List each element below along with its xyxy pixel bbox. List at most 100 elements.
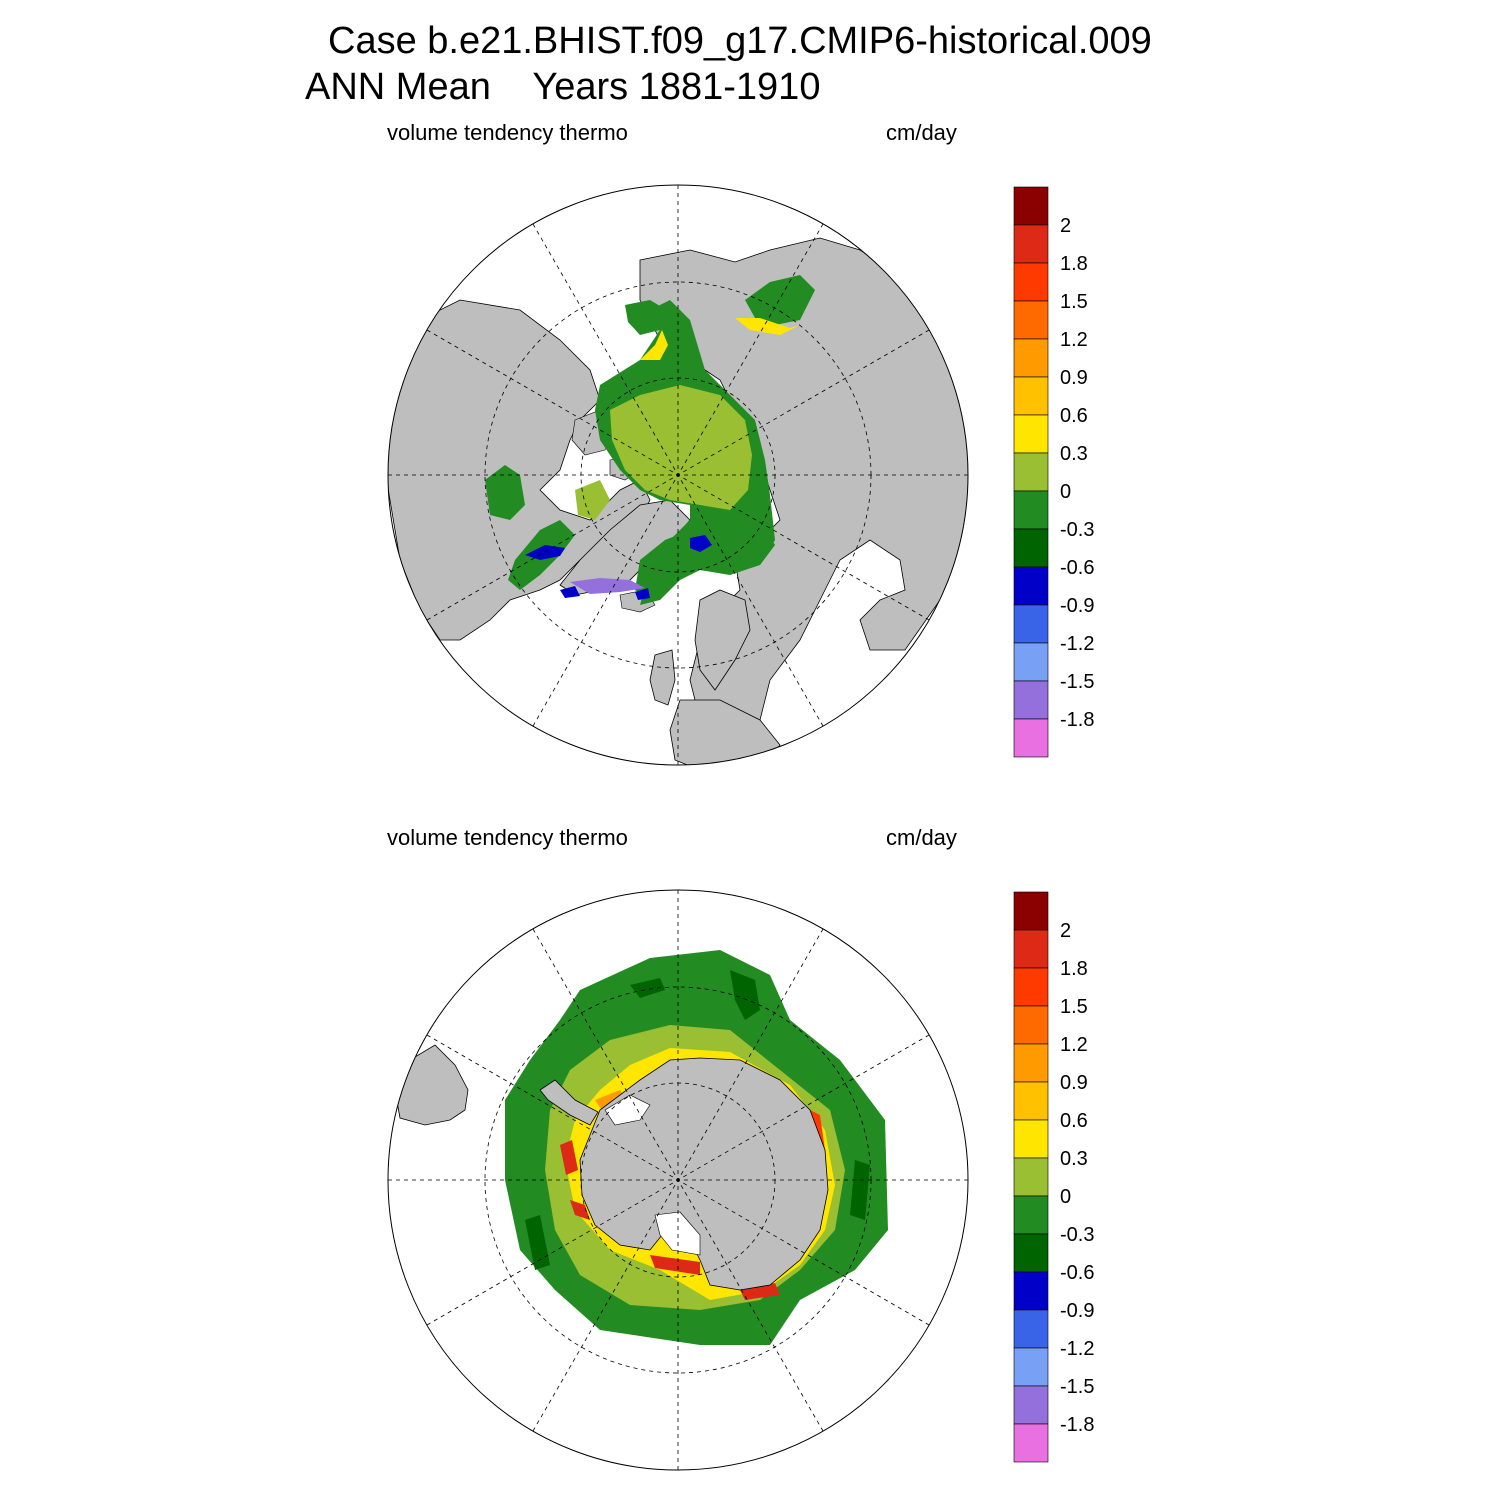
colorbar-top-tick-label: -1.2 <box>1060 633 1094 655</box>
colorbar-bottom-tick-label: -1.5 <box>1060 1376 1094 1398</box>
antarctic-ice-shelf-ross <box>654 1211 701 1256</box>
antarctic-ice-dark-patch-4 <box>850 1160 870 1220</box>
antarctic-ice-positive-wilkes <box>740 1283 780 1300</box>
colorbar-top-swatch <box>1013 376 1049 416</box>
antarctic-map <box>387 889 969 1471</box>
colorbar-bottom-swatch <box>1013 1043 1049 1083</box>
colorbar-bottom-tick-label: 0.3 <box>1060 1148 1088 1170</box>
colorbar-bottom-tick-label: -0.3 <box>1060 1224 1094 1246</box>
colorbar-bottom: 2 1.8 1.5 1.2 0.9 0.6 0.3 0 -0.3 -0.6 -0.9 -1.2 -1.5… <box>1013 891 1094 1463</box>
panel2-variable-label: volume tendency thermo <box>387 825 628 850</box>
colorbar-top-swatch <box>1013 414 1049 454</box>
colorbar-top-tick-label: 0 <box>1060 481 1071 503</box>
arctic-ice-barents <box>730 520 775 565</box>
antarctic-ice-dark-patch-3 <box>525 1215 550 1270</box>
antarctic-ice-positive-bellingshausen <box>560 1140 590 1220</box>
colorbar-top-swatch <box>1013 300 1049 340</box>
colorbar-bottom-tick-label: -1.2 <box>1060 1338 1094 1360</box>
colorbar-bottom-tick-label: 0.6 <box>1060 1110 1088 1132</box>
colorbar-top-tick-label: -0.3 <box>1060 519 1094 541</box>
arctic-land-europe <box>669 699 781 765</box>
antarctic-ice-dark-patch-2 <box>630 978 665 998</box>
colorbar-bottom-tick-label: 2 <box>1060 920 1071 942</box>
arctic-ice-bering <box>625 300 670 335</box>
colorbar-top-swatch <box>1013 338 1049 378</box>
colorbar-top: 2 1.8 1.5 1.2 0.9 0.6 0.3 0 -0.3 -0.6 -0.9 -1.2 -1.5… <box>1013 186 1094 758</box>
arctic-ice-svalbard-negative <box>690 535 712 552</box>
colorbar-bottom-swatch <box>1013 1119 1049 1159</box>
colorbar-top-swatch <box>1013 452 1049 492</box>
panel2-units-label: cm/day <box>886 825 957 850</box>
colorbar-top-swatch <box>1013 224 1049 264</box>
colorbar-bottom-swatch <box>1013 1005 1049 1045</box>
colorbar-bottom-swatch <box>1013 929 1049 969</box>
colorbar-top-tick-label: 0.6 <box>1060 405 1088 427</box>
arctic-ice-baffin-light <box>575 480 610 520</box>
colorbar-bottom-tick-label: -0.6 <box>1060 1262 1094 1284</box>
colorbar-bottom-swatch <box>1013 1347 1049 1387</box>
colorbar-top-tick-label: -1.8 <box>1060 709 1094 731</box>
colorbar-bottom-tick-label: 0.9 <box>1060 1072 1088 1094</box>
arctic-map <box>387 184 969 766</box>
panel1-units-label: cm/day <box>886 120 957 145</box>
colorbar-top-tick-label: 2 <box>1060 215 1071 237</box>
colorbar-top-tick-label: 0.3 <box>1060 443 1088 465</box>
arctic-land-north-america <box>388 299 651 641</box>
antarctic-land-south-america <box>394 1044 469 1126</box>
colorbar-bottom-swatch <box>1013 1233 1049 1273</box>
colorbar-top-tick-label: -1.5 <box>1060 671 1094 693</box>
colorbar-bottom-swatch <box>1013 891 1049 931</box>
figure-title-line1: Case b.e21.BHIST.f09_g17.CMIP6-historica… <box>328 20 1152 62</box>
colorbar-bottom-swatch <box>1013 1195 1049 1235</box>
colorbar-bottom-tick-label: -0.9 <box>1060 1300 1094 1322</box>
arctic-ice-greenland-negative <box>570 578 645 594</box>
antarctic-land-peninsula <box>539 1079 599 1126</box>
colorbar-top-tick-label: -0.9 <box>1060 595 1094 617</box>
antarctic-ice-dark-patch-1 <box>730 970 760 1020</box>
colorbar-bottom-tick-label: -1.8 <box>1060 1414 1094 1436</box>
antarctic-gridlines <box>388 890 968 1470</box>
colorbar-bottom-swatch <box>1013 1081 1049 1121</box>
colorbar-top-tick-label: 1.2 <box>1060 329 1088 351</box>
colorbar-top-swatch <box>1013 186 1049 226</box>
arctic-gridlines <box>388 185 968 765</box>
arctic-ice-labrador-negative <box>525 545 565 560</box>
colorbar-top-tick-label: 1.5 <box>1060 291 1088 313</box>
colorbar-bottom-swatch <box>1013 1157 1049 1197</box>
figure-title-line2: ANN Mean Years 1881-1910 <box>305 66 821 108</box>
arctic-ice-okhotsk-rim <box>735 318 800 335</box>
antarctic-ice-positive-ross <box>650 1255 700 1275</box>
arctic-ice-chukchi-rim <box>640 330 668 360</box>
arctic-land-britain <box>649 649 676 706</box>
colorbar-top-swatch <box>1013 262 1049 302</box>
arctic-ice-hudson <box>485 465 525 520</box>
colorbar-top-swatch <box>1013 566 1049 606</box>
colorbar-bottom-swatch <box>1013 967 1049 1007</box>
antarctic-map-border <box>387 889 969 1471</box>
colorbar-top-tick-label: 1.8 <box>1060 253 1088 275</box>
colorbar-bottom-swatch <box>1013 1423 1049 1463</box>
colorbar-bottom-swatch <box>1013 1271 1049 1311</box>
colorbar-top-swatch <box>1013 490 1049 530</box>
colorbar-top-swatch <box>1013 528 1049 568</box>
colorbar-bottom-tick-label: 1.5 <box>1060 996 1088 1018</box>
colorbar-bottom-tick-label: 0 <box>1060 1186 1071 1208</box>
colorbar-top-swatch <box>1013 680 1049 720</box>
colorbar-top-swatch <box>1013 604 1049 644</box>
colorbar-bottom-swatch <box>1013 1385 1049 1425</box>
arctic-ice-central <box>610 385 752 510</box>
arctic-map-border <box>387 184 969 766</box>
colorbar-top-tick-label: 0.9 <box>1060 367 1088 389</box>
arctic-ice-okhotsk <box>745 275 815 325</box>
colorbar-top-swatch <box>1013 718 1049 758</box>
arctic-ice-greenland-negative-edge <box>560 586 650 600</box>
colorbar-bottom-tick-label: 1.8 <box>1060 958 1088 980</box>
arctic-land-scandinavia <box>694 589 751 691</box>
colorbar-bottom-swatch <box>1013 1309 1049 1349</box>
colorbar-top-swatch <box>1013 642 1049 682</box>
antarctic-ice-shelf-weddell <box>604 1094 651 1126</box>
colorbar-top-tick-label: -0.6 <box>1060 557 1094 579</box>
colorbar-bottom-tick-label: 1.2 <box>1060 1034 1088 1056</box>
arctic-ice-greenland-sea <box>635 530 705 600</box>
